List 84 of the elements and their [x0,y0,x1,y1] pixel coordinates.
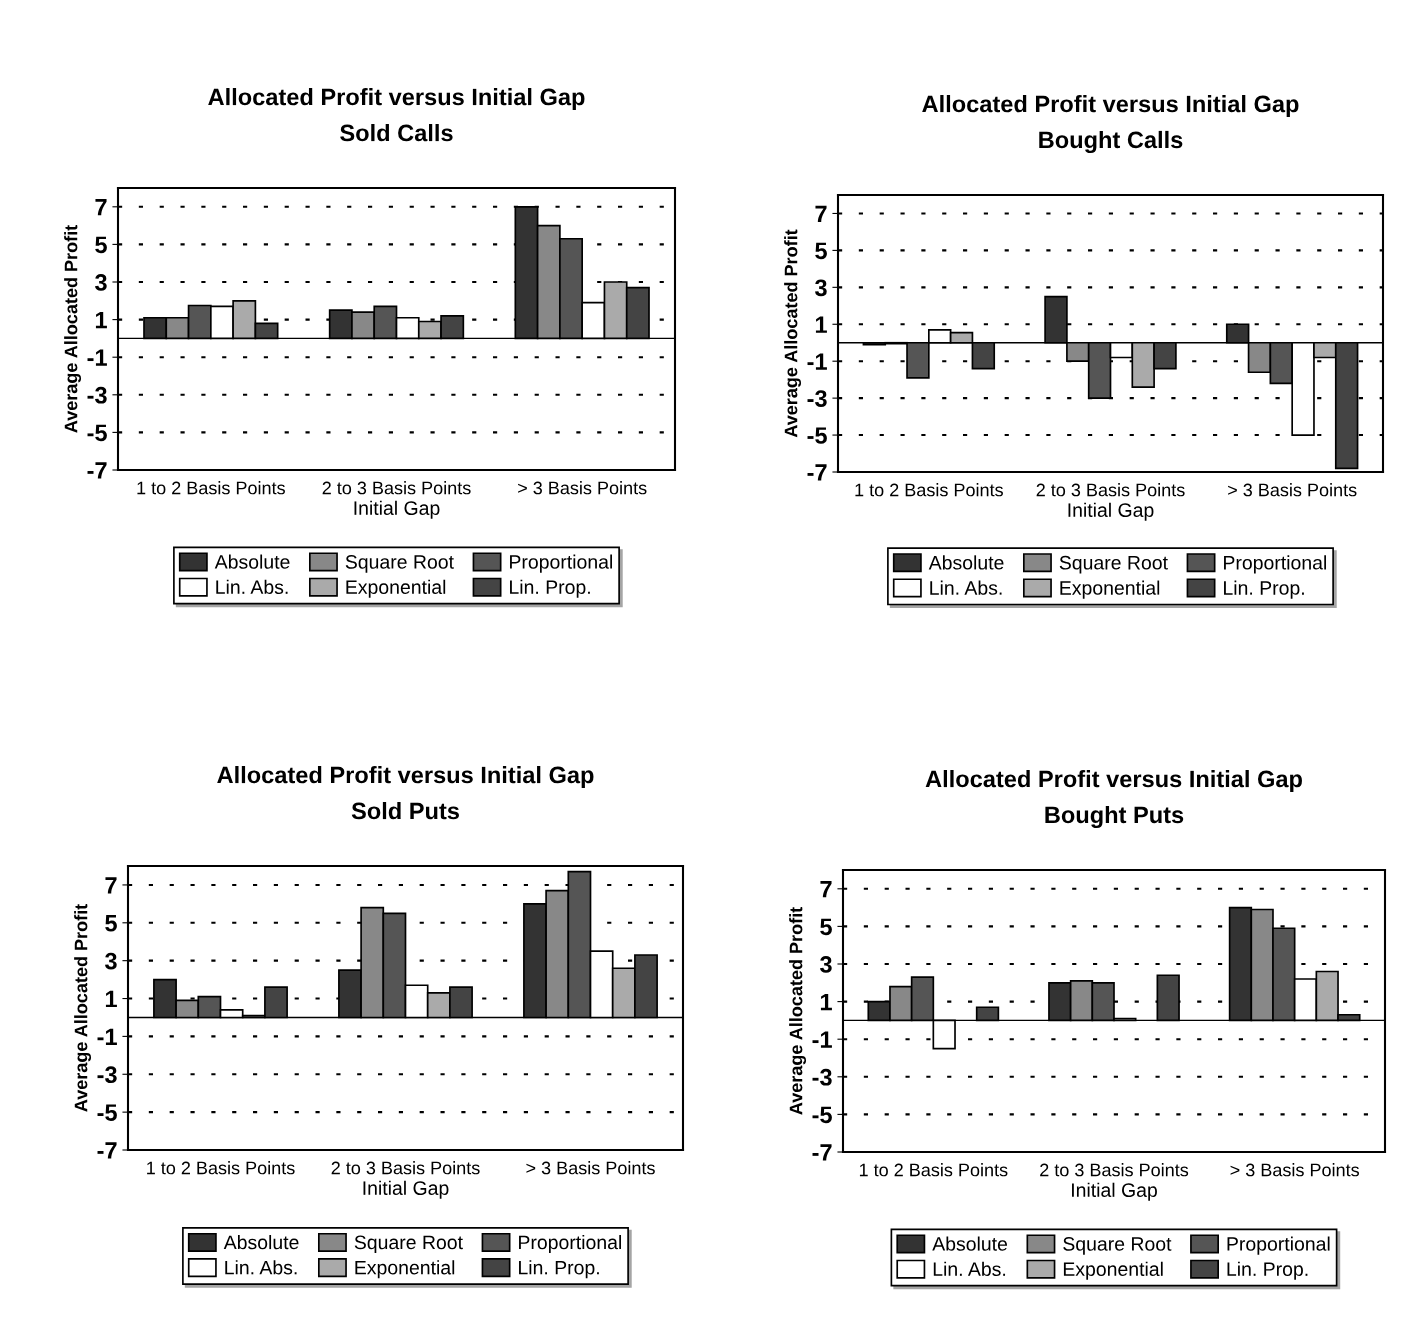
y-tick-label: 5 [820,918,832,936]
x-axis-title: Initial Gap [1072,1182,1157,1201]
chart-subtitle: Sold Calls [340,123,453,142]
x-tick-label: > 3 Basis Points [1230,1163,1359,1177]
y-tick-label: 1 [105,990,117,1008]
legend-label: Lin. Prop. [510,579,590,598]
y-tick-label: 1 [820,993,832,1011]
y-axis-title: Average Allocated Profit [789,907,807,1115]
y-tick-label: -5 [812,1106,832,1124]
x-axis-title: Initial Gap [1068,502,1154,521]
y-tick-label: -1 [807,353,827,370]
y-tick-label: -1 [812,1031,832,1048]
y-tick-label: -1 [87,349,107,366]
legend-label: Lin. Prop. [519,1260,599,1279]
x-tick-label: 1 to 2 Basis Points [147,1161,295,1175]
legend-label: Exponential [1060,580,1160,599]
y-axis-title: Average Allocated Profit [74,904,92,1112]
x-tick-label: > 3 Basis Points [526,1161,655,1175]
y-tick-label: 3 [820,956,832,973]
y-tick-label: 3 [815,279,827,297]
y-tick-label: -7 [807,464,827,481]
chart-title: Allocated Profit versus Initial Gap [208,87,585,110]
y-axis-title: Average Allocated Profit [784,229,802,438]
legend-label: Lin. Abs. [225,1260,297,1275]
y-tick-label: -3 [807,390,827,407]
legend-label: Absolute [214,554,290,569]
legend-label: Exponential [1063,1261,1163,1280]
chart-title: Allocated Profit versus Initial Gap [217,765,594,788]
y-tick-label: 1 [95,311,107,329]
y-tick-label: 5 [815,242,827,260]
y-tick-label: 7 [105,877,117,894]
chart-title: Allocated Profit versus Initial Gap [922,94,1299,117]
y-tick-label: -5 [87,424,107,442]
legend-label: Absolute [928,555,1004,570]
chart-title: Allocated Profit versus Initial Gap [925,769,1302,792]
y-tick-label: 7 [815,205,827,223]
x-tick-label: 2 to 3 Basis Points [1040,1163,1189,1177]
y-tick-label: -3 [87,386,107,404]
x-tick-label: > 3 Basis Points [1228,483,1357,497]
y-tick-label: 7 [820,881,832,898]
chart-subtitle: Bought Calls [1039,130,1183,153]
legend-label: Lin. Abs. [933,1261,1006,1277]
legend-label: Exponential [346,579,446,598]
y-tick-label: -3 [812,1068,832,1086]
x-tick-label: 2 to 3 Basis Points [322,481,471,495]
x-tick-label: 1 to 2 Basis Points [859,1163,1008,1177]
y-tick-label: 3 [95,274,107,291]
x-tick-label: 1 to 2 Basis Points [137,481,285,495]
y-tick-label: -7 [812,1144,832,1161]
y-tick-label: -7 [87,462,107,479]
legend-label: Square Root [1063,1237,1172,1255]
x-tick-label: > 3 Basis Points [518,481,647,495]
y-tick-label: -5 [807,427,827,444]
y-tick-label: 1 [815,316,827,333]
legend-label: Exponential [355,1260,455,1279]
legend-label: Proportional [1224,555,1326,574]
y-tick-label: 5 [95,236,107,254]
y-tick-label: 7 [95,199,107,216]
y-axis-title: Average Allocated Profit [64,225,82,433]
y-tick-label: -5 [97,1104,117,1121]
chart-subtitle: Bought Puts [1045,805,1184,828]
y-tick-label: -3 [97,1066,117,1084]
legend-label: Absolute [223,1234,299,1250]
legend-label: Square Root [354,1235,463,1254]
x-tick-label: 2 to 3 Basis Points [1036,483,1185,497]
y-tick-label: 5 [105,915,117,932]
legend-label: Square Root [345,555,454,573]
legend-label: Lin. Abs. [930,580,1002,595]
legend-label: Square Root [1059,555,1168,574]
x-axis-title: Initial Gap [363,1180,449,1199]
x-axis-title: Initial Gap [354,500,440,519]
legend-label: Lin. Prop. [1224,580,1304,599]
y-tick-label: -1 [97,1028,117,1045]
x-tick-label: 1 to 2 Basis Points [855,483,1003,497]
legend-label: Lin. Abs. [216,579,288,595]
legend-label: Proportional [519,1234,621,1254]
chart-subtitle: Sold Puts [351,801,459,820]
legend-label: Proportional [510,554,612,573]
legend-label: Proportional [1227,1236,1330,1255]
legend-label: Absolute [932,1236,1008,1251]
legend-label: Lin. Prop. [1227,1261,1308,1280]
y-tick-label: 3 [105,952,117,970]
y-tick-label: -7 [97,1142,117,1159]
x-tick-label: 2 to 3 Basis Points [331,1161,480,1175]
